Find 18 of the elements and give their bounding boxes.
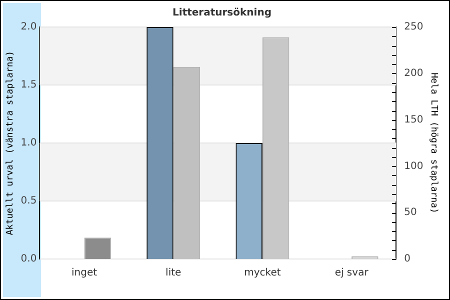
x-tick-label: lite	[166, 268, 182, 279]
chart-title: Litteratursökning	[172, 8, 272, 19]
x-tick-label: mycket	[244, 268, 281, 279]
x-tick-label: inget	[71, 268, 98, 279]
y2-tick-label: 150	[404, 114, 424, 126]
y-tick-label: 1.5	[20, 80, 37, 91]
y2-tick-label: 250	[404, 22, 424, 33]
y2-tick-label: 200	[404, 68, 424, 79]
y2-tick-label: 0	[404, 254, 410, 265]
x-tick-label: ej svar	[334, 268, 370, 279]
y-tick-label: 0.5	[20, 196, 37, 207]
y-tick-label: 2.0	[20, 22, 37, 33]
y2-tick-label: 50	[404, 207, 417, 218]
y2-axis-title: Hela LTH (högra staplarna)	[428, 72, 438, 214]
y-tick-label: 0.0	[20, 254, 37, 265]
y2-tick-label: 100	[404, 160, 424, 172]
y-tick-label: 1.0	[20, 138, 37, 149]
y-axis-title: Aktuellt urval (vänstra staplarna)	[6, 50, 16, 236]
